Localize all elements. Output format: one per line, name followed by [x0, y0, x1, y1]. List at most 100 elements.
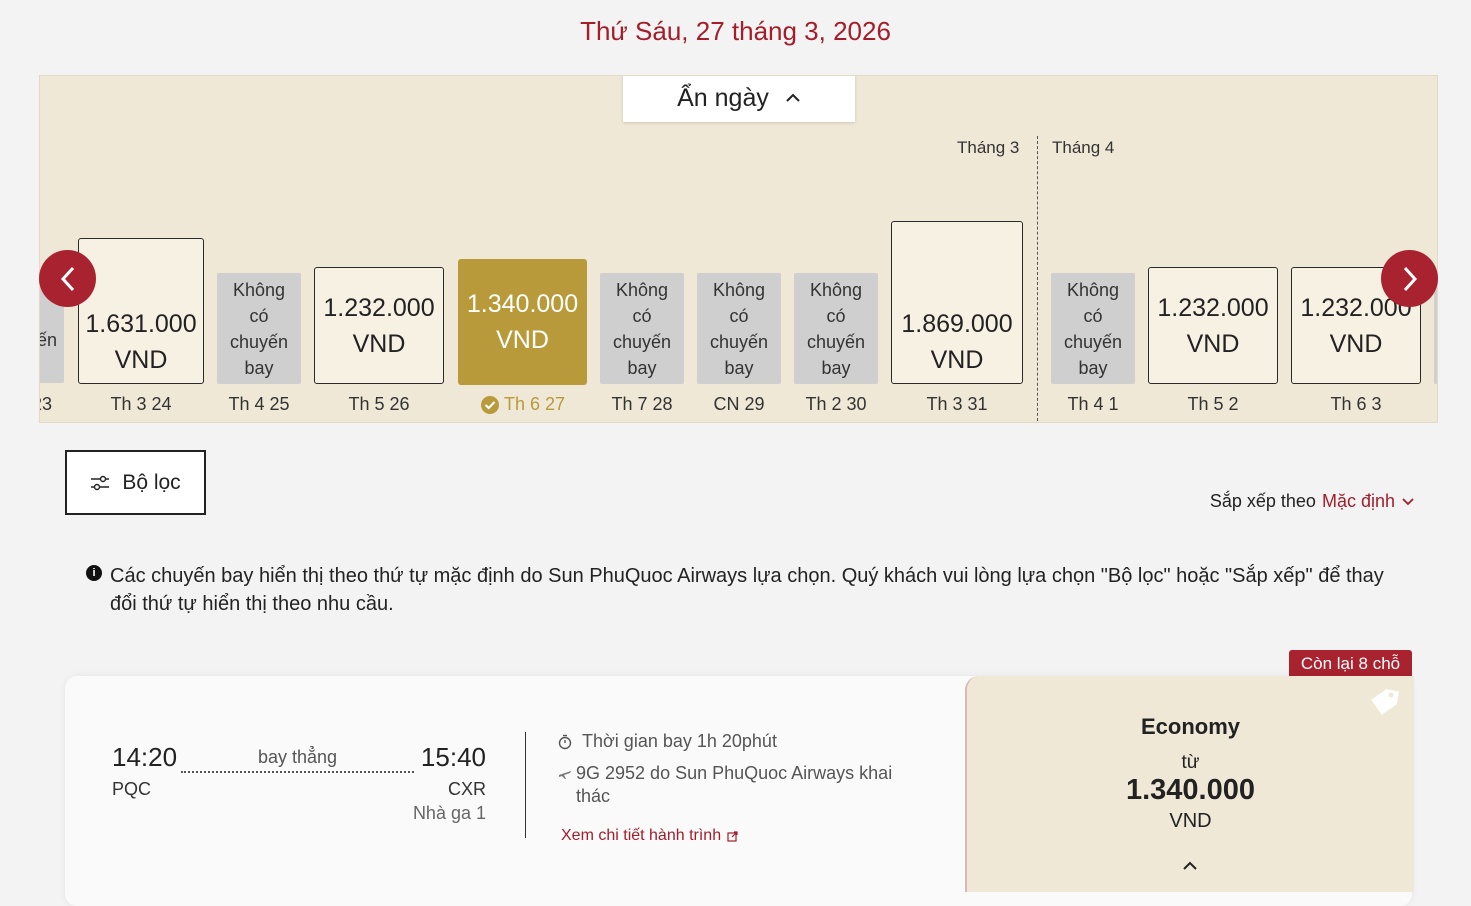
price-tag-icon [1371, 689, 1400, 715]
no-flight-text: bay [244, 357, 274, 378]
fare-currency: VND [1169, 810, 1212, 832]
no-flight-text: chuyến [1063, 331, 1123, 352]
itinerary-details-text: Xem chi tiết hành trình [561, 827, 722, 844]
date-label: Th 5 2 [1187, 394, 1239, 414]
date-label: Th 4 25 [228, 394, 290, 414]
seats-left-badge: Còn lại 8 chỗ [1289, 650, 1412, 678]
no-flight-text: bay [821, 357, 851, 378]
no-flight-text: có [1083, 305, 1103, 326]
date-card-currency: VND [1186, 329, 1240, 358]
date-label: 23 [40, 394, 53, 414]
airplane-icon [559, 771, 571, 779]
chevron-down-icon [1402, 497, 1414, 505]
no-flight-text: Không [1066, 279, 1120, 300]
date-card-currency: VND [496, 326, 549, 354]
fare-class: Economy [1140, 714, 1241, 739]
hide-dates-button[interactable]: Ẩn ngày [623, 76, 855, 122]
date-card-currency: VND [930, 346, 984, 374]
date-label: Th 3 24 [110, 394, 172, 414]
date-card-selected[interactable]: 1.340.000 VND [458, 259, 587, 385]
date-label: Th 2 30 [805, 394, 867, 414]
arrival-terminal: Nhà ga 1 [412, 803, 486, 823]
date-card-price-value: 1.232.000 [1157, 293, 1269, 322]
date-card-no-flight[interactable]: Không có chuyến bay [217, 273, 301, 384]
sort-value: Mặc định [1321, 491, 1395, 511]
date-label: Th 7 28 [611, 394, 673, 414]
arrival-code: CXR [447, 779, 486, 799]
no-flight-text: có [249, 305, 269, 326]
date-card-no-flight[interactable]: Không có chuyến bay [697, 273, 781, 384]
prev-dates-button[interactable] [39, 250, 96, 307]
chevron-up-icon [786, 93, 800, 102]
no-flight-text: Không [712, 279, 766, 300]
date-card-price-value: 1.869.000 [901, 310, 1013, 338]
date-label: Th 3 31 [926, 394, 988, 414]
next-dates-button[interactable] [1381, 250, 1438, 307]
no-flight-text: có [632, 305, 652, 326]
date-label-text: Th 6 27 [503, 394, 566, 414]
date-card-price-value: 1.232.000 [323, 293, 435, 322]
separator [525, 732, 526, 838]
operator-text: 9G 2952 do Sun PhuQuoc Airways khai thác [576, 763, 893, 806]
sort-prefix: Sắp xếp theo [1209, 491, 1316, 511]
sliders-icon [91, 475, 110, 490]
info-notice: i Các chuyến bay hiển thị theo thứ tự mặ… [86, 562, 1396, 618]
info-icon: i [86, 565, 102, 581]
month-label-april: Tháng 4 [1052, 138, 1115, 157]
date-label-selected: Th 6 27 [458, 394, 587, 415]
month-divider [1037, 136, 1038, 422]
no-flight-text: chuyến [806, 331, 866, 352]
duration-text: Thời gian bay 1h 20phút [582, 731, 777, 751]
external-link-icon [727, 830, 738, 842]
date-label: Th 6 3 [1330, 394, 1382, 414]
flight-type: bay thẳng [257, 747, 338, 767]
date-card-price[interactable]: 1.232.000 VND [314, 267, 444, 384]
date-card-text: ến [40, 330, 58, 350]
no-flight-text: bay [724, 357, 754, 378]
date-card-currency: VND [114, 346, 168, 374]
no-flight-text: chuyến [709, 331, 769, 352]
departure-time: 14:20 [112, 742, 178, 772]
duration-row: Thời gian bay 1h 20phút [558, 731, 777, 752]
no-flight-text: Không [232, 279, 286, 300]
date-card-currency: VND [352, 329, 406, 358]
fare-from-label: từ [1181, 752, 1200, 773]
page-title: Thứ Sáu, 27 tháng 3, 2026 [580, 16, 891, 46]
date-label: CN 29 [713, 394, 765, 414]
date-card-currency: VND [1329, 329, 1383, 358]
chevron-up-icon[interactable] [1182, 861, 1198, 871]
date-strip: Ẩn ngày Tháng 3 Tháng 4 ến 23 1.631.000 … [39, 75, 1438, 423]
departure-code: PQC [112, 779, 152, 799]
date-card-price-value: 1.631.000 [85, 310, 197, 338]
fare-price: 1.340.000 [1125, 774, 1255, 806]
date-card-price[interactable]: 1.631.000 VND [78, 238, 204, 384]
date-card-partial[interactable] [1434, 273, 1437, 384]
date-card-no-flight[interactable]: Không có chuyến bay [794, 273, 878, 384]
operator-row: 9G 2952 do Sun PhuQuoc Airways khai thác [558, 762, 918, 808]
arrival-time: 15:40 [420, 742, 486, 772]
route-line [181, 771, 414, 773]
month-label-march: Tháng 3 [957, 138, 1020, 157]
date-card-price[interactable]: 1.232.000 VND [1148, 267, 1278, 384]
chevron-right-icon [1403, 266, 1417, 291]
check-circle-icon [480, 395, 499, 414]
no-flight-text: bay [1078, 357, 1108, 378]
date-card-price-value: 1.340.000 [466, 290, 579, 318]
date-card-no-flight[interactable]: Không có chuyến bay [1051, 273, 1135, 384]
no-flight-text: chuyến [229, 331, 289, 352]
filter-button[interactable]: Bộ lọc [65, 450, 206, 515]
filter-label: Bộ lọc [122, 470, 181, 494]
stopwatch-icon [558, 734, 572, 749]
itinerary-details-link[interactable]: Xem chi tiết hành trình [561, 827, 738, 845]
date-card-no-flight[interactable]: Không có chuyến bay [600, 273, 684, 384]
hide-dates-label: Ẩn ngày [677, 83, 769, 112]
date-label: Th 4 1 [1067, 394, 1119, 414]
economy-fare-panel[interactable]: Economy từ 1.340.000 VND [965, 676, 1414, 892]
no-flight-text: có [729, 305, 749, 326]
chevron-left-icon [60, 266, 74, 291]
no-flight-text: có [826, 305, 846, 326]
date-card-price[interactable]: 1.869.000 VND [891, 221, 1023, 384]
no-flight-text: chuyến [612, 331, 672, 352]
sort-dropdown[interactable]: Sắp xếp theo Mặc định [1210, 491, 1415, 512]
no-flight-text: Không [809, 279, 863, 300]
